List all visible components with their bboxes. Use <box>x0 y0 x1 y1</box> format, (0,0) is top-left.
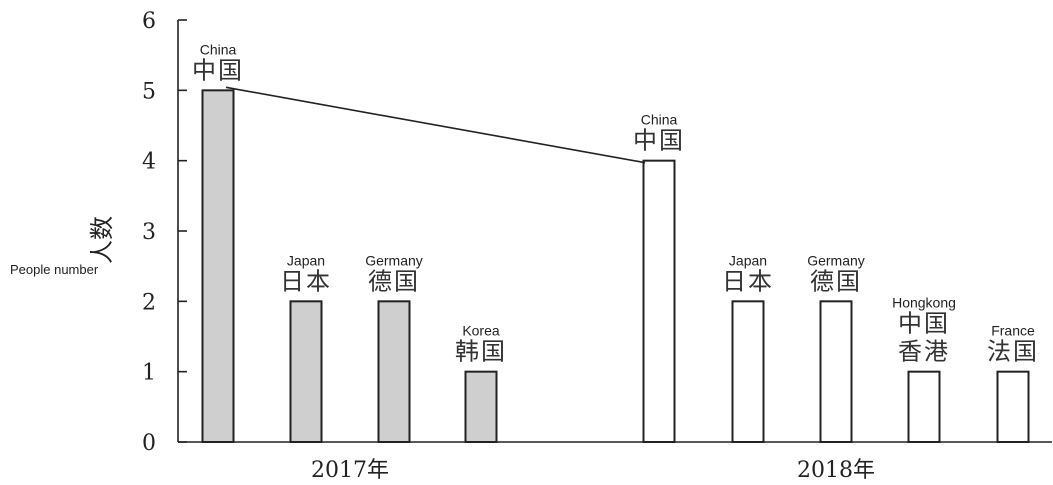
y-tick-label: 0 <box>142 431 156 456</box>
bar-label-en: China <box>200 41 237 57</box>
y-tick-label: 2 <box>142 290 156 315</box>
bar-label-zh: 日本 <box>722 267 774 295</box>
bar-label-en: Japan <box>729 252 767 268</box>
bar-label-zh: 中国 <box>192 56 244 84</box>
bar-label-en: Hongkong <box>892 295 956 311</box>
bar <box>642 159 676 444</box>
bar <box>731 300 765 444</box>
y-tick-label: 3 <box>142 220 156 245</box>
bar-label-en: Germany <box>807 252 865 268</box>
bar-label-zh: 日本 <box>280 267 332 295</box>
bar <box>907 370 941 443</box>
bar-label-en: Germany <box>365 252 423 268</box>
bar-label-en: China <box>641 112 678 128</box>
bar-label-en: Japan <box>287 252 325 268</box>
bar-label-zh: 中国 <box>898 310 950 338</box>
labels: 中国China日本Japan德国Germany韩国Korea2017年中国Chi… <box>192 41 1039 483</box>
bar-label-zh: 韩国 <box>455 338 507 366</box>
bar-label-en: Korea <box>462 323 500 339</box>
bar-label-zh: 法国 <box>987 338 1039 366</box>
group-label: 2018年 <box>797 458 875 483</box>
bar <box>289 300 323 444</box>
bar-label-en: France <box>991 323 1035 339</box>
bars <box>201 86 1030 444</box>
bar <box>464 370 498 443</box>
bar-label-zh: 中国 <box>633 127 685 155</box>
y-tick-label: 4 <box>142 150 156 175</box>
bar <box>996 370 1030 443</box>
y-axis-label-en: People number <box>10 262 99 277</box>
bar-label-zh: 德国 <box>810 267 862 295</box>
y-tick-label: 5 <box>142 79 156 104</box>
bar-label-zh: 德国 <box>368 267 420 295</box>
y-axis-label: 人数 <box>88 216 116 264</box>
bar <box>377 300 411 444</box>
y-tick-label: 1 <box>142 361 156 386</box>
bar <box>819 300 853 444</box>
bar-label-zh: 香港 <box>898 338 950 366</box>
group-label: 2017年 <box>311 458 389 483</box>
bar <box>201 89 235 443</box>
y-tick-label: 6 <box>142 9 156 34</box>
connector-line <box>225 86 646 164</box>
